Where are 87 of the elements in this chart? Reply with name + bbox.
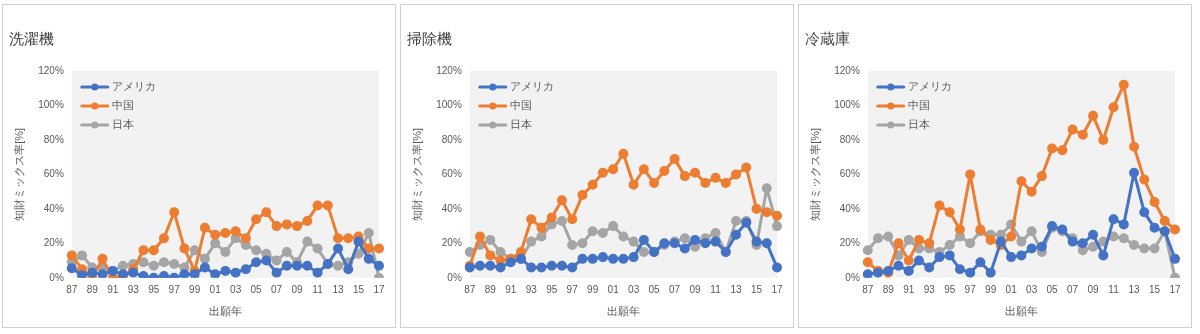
x-axis-title: 出願年	[208, 305, 242, 318]
y-axis-title: 知財ミックス率[%]	[808, 127, 821, 221]
y-tick-label: 80%	[43, 133, 64, 145]
x-tick-label: 97	[168, 283, 181, 295]
y-tick-label: 120%	[436, 64, 462, 76]
chart-title: 掃除機	[407, 29, 452, 48]
x-tick-label: 17	[1169, 283, 1181, 295]
y-tick-label: 80%	[441, 133, 462, 145]
x-tick-label: 17	[771, 283, 783, 295]
x-tick-label: 87	[464, 283, 476, 295]
legend-label: 日本	[111, 117, 134, 131]
x-tick-label: 05	[250, 283, 263, 295]
x-tick-label: 15	[352, 283, 365, 295]
x-tick-label: 99	[985, 283, 997, 295]
y-tick-label: 100%	[436, 99, 462, 111]
x-tick-label: 95	[148, 283, 160, 295]
y-tick-label: 40%	[839, 202, 860, 214]
y-tick-label: 60%	[441, 168, 462, 180]
legend-label: 中国	[111, 98, 134, 112]
x-tick-label: 09	[1087, 283, 1100, 295]
x-tick-label: 91	[903, 283, 915, 295]
x-tick-label: 93	[127, 283, 140, 295]
chart-title: 洗濯機	[9, 29, 54, 48]
x-tick-label: 89	[86, 283, 99, 295]
x-tick-label: 91	[505, 283, 517, 295]
legend-label: アメリカ	[509, 79, 554, 93]
x-tick-label: 09	[291, 283, 304, 295]
y-tick-label: 0%	[845, 271, 860, 283]
chart-title: 冷蔵庫	[805, 29, 850, 48]
x-tick-label: 15	[1148, 283, 1161, 295]
y-tick-label: 20%	[839, 237, 860, 249]
y-tick-label: 0%	[447, 271, 462, 283]
y-tick-label: 60%	[839, 168, 860, 180]
x-tick-label: 05	[1046, 283, 1059, 295]
x-tick-label: 01	[607, 283, 620, 295]
x-axis-title: 出願年	[1004, 305, 1038, 318]
x-tick-label: 93	[923, 283, 936, 295]
legend-label: アメリカ	[907, 79, 952, 93]
y-tick-label: 60%	[43, 168, 64, 180]
y-tick-label: 120%	[38, 64, 64, 76]
x-tick-label: 95	[546, 283, 558, 295]
x-tick-label: 03	[230, 283, 242, 295]
x-tick-label: 11	[710, 283, 722, 295]
x-tick-label: 95	[944, 283, 956, 295]
y-tick-label: 100%	[834, 99, 860, 111]
x-tick-label: 87	[862, 283, 874, 295]
x-tick-label: 93	[525, 283, 538, 295]
x-tick-label: 97	[566, 283, 579, 295]
x-tick-label: 11	[1108, 283, 1120, 295]
x-tick-label: 99	[587, 283, 599, 295]
y-axis-title: 知財ミックス率[%]	[12, 127, 25, 221]
x-tick-label: 97	[964, 283, 977, 295]
x-tick-label: 13	[332, 283, 345, 295]
x-tick-label: 07	[669, 283, 681, 295]
x-tick-label: 01	[209, 283, 222, 295]
x-tick-label: 87	[66, 283, 78, 295]
legend-label: 中国	[509, 98, 532, 112]
legend-label: 日本	[907, 117, 930, 131]
x-tick-label: 07	[1067, 283, 1079, 295]
y-tick-label: 80%	[839, 133, 860, 145]
x-axis-title: 出願年	[606, 305, 640, 318]
x-tick-label: 17	[373, 283, 385, 295]
x-tick-label: 15	[750, 283, 763, 295]
x-tick-label: 07	[271, 283, 283, 295]
legend-label: アメリカ	[111, 79, 156, 93]
x-tick-label: 99	[189, 283, 201, 295]
y-axis-title: 知財ミックス率[%]	[410, 127, 423, 221]
y-tick-label: 20%	[43, 237, 64, 249]
y-tick-label: 100%	[38, 99, 64, 111]
x-tick-label: 13	[1128, 283, 1141, 295]
x-tick-label: 01	[1005, 283, 1018, 295]
y-tick-label: 120%	[834, 64, 860, 76]
y-tick-label: 40%	[43, 202, 64, 214]
legend-label: 中国	[907, 98, 930, 112]
x-tick-label: 89	[882, 283, 895, 295]
x-tick-label: 11	[312, 283, 324, 295]
x-tick-label: 89	[484, 283, 497, 295]
x-tick-label: 03	[1026, 283, 1038, 295]
x-tick-label: 03	[628, 283, 640, 295]
x-tick-label: 09	[689, 283, 702, 295]
y-tick-label: 40%	[441, 202, 462, 214]
legend-label: 日本	[509, 117, 532, 131]
x-tick-label: 13	[730, 283, 743, 295]
y-tick-label: 0%	[49, 271, 64, 283]
x-tick-label: 05	[648, 283, 661, 295]
y-tick-label: 20%	[441, 237, 462, 249]
x-tick-label: 91	[107, 283, 119, 295]
